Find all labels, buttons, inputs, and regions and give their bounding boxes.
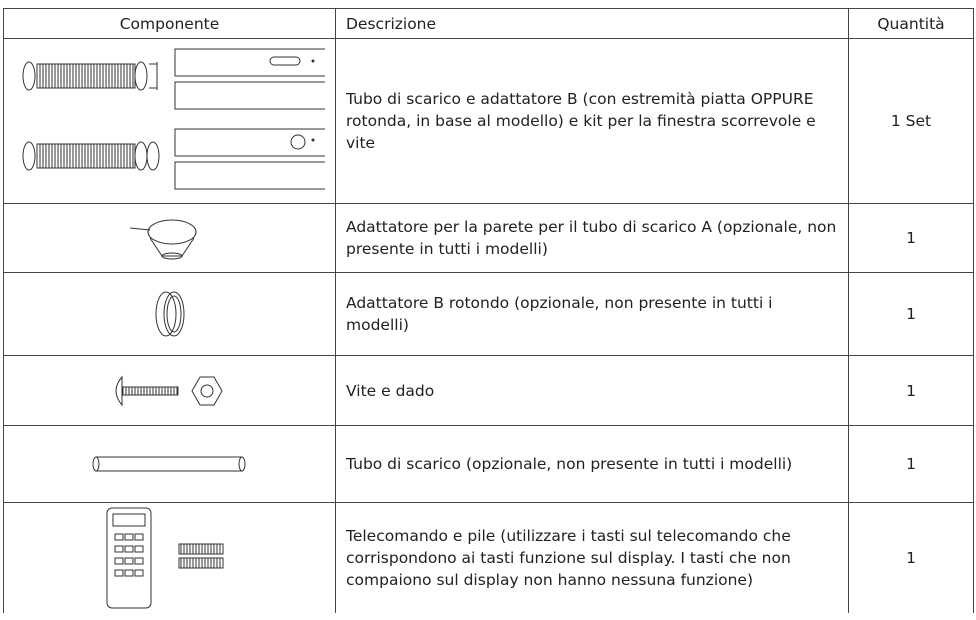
description-cell: Adattatore per la parete per il tubo di …	[335, 203, 849, 273]
quantity-cell: 1 Set	[848, 38, 974, 204]
icon-cell	[3, 38, 336, 204]
round-adapter-icon	[155, 291, 184, 337]
row: Vite e dado 1	[3, 355, 974, 426]
header-row: Componente Descrizione Quantità	[3, 8, 974, 39]
quantity-cell: 1	[848, 502, 974, 613]
quantity-cell: 1	[848, 425, 974, 503]
quantity-cell: 1	[848, 272, 974, 356]
description-cell: Vite e dado	[335, 355, 849, 426]
row: Adattatore B rotondo (opzionale, non pre…	[3, 272, 974, 356]
description-cell: Adattatore B rotondo (opzionale, non pre…	[335, 272, 849, 356]
remote-icon	[106, 507, 223, 609]
wall-adapter-icon	[129, 219, 196, 260]
quantity-cell: 1	[848, 355, 974, 426]
row: Tubo di scarico (opzionale, non presente…	[3, 425, 974, 503]
description-cell: Tubo di scarico (opzionale, non presente…	[335, 425, 849, 503]
hose-kit-icon	[22, 48, 325, 190]
components-table: Componente Descrizione Quantità Tubo di …	[3, 8, 974, 613]
description-cell: Tubo di scarico e adattatore B (con estr…	[335, 38, 849, 204]
header-cell: Descrizione	[335, 8, 849, 39]
drain-hose-icon	[92, 456, 245, 472]
header-cell: Quantità	[848, 8, 974, 39]
icon-cell	[3, 502, 336, 613]
icon-cell	[3, 425, 336, 503]
icon-cell	[3, 355, 336, 426]
header-cell: Componente	[3, 8, 336, 39]
description-cell: Telecomando e pile (utilizzare i tasti s…	[335, 502, 849, 613]
icon-cell	[3, 203, 336, 273]
icon-cell	[3, 272, 336, 356]
row: Adattatore per la parete per il tubo di …	[3, 203, 974, 273]
row: Tubo di scarico e adattatore B (con estr…	[3, 38, 974, 204]
row: Telecomando e pile (utilizzare i tasti s…	[3, 502, 974, 613]
screw-nut-icon	[115, 375, 223, 406]
quantity-cell: 1	[848, 203, 974, 273]
